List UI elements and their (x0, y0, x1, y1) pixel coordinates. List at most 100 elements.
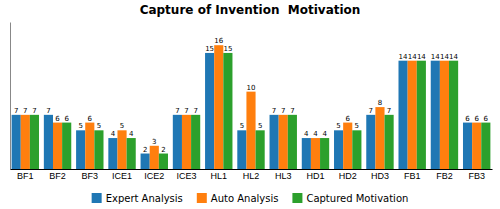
legend-swatch (92, 193, 102, 203)
legend-label: Captured Motivation (306, 193, 408, 204)
bar (76, 130, 85, 169)
x-tick-label: BF1 (17, 171, 34, 181)
data-label: 14 (408, 53, 417, 61)
data-label: 6 (55, 115, 60, 123)
bar (399, 61, 408, 169)
x-tick: FB2 (436, 171, 453, 181)
data-label: 6 (465, 115, 470, 123)
bar (463, 123, 472, 169)
bar (12, 115, 21, 169)
chart: Capture of Invention Motivation775427155… (0, 0, 500, 209)
x-tick: BF2 (49, 171, 66, 181)
title: Capture of Invention Motivation (140, 3, 361, 17)
bar (334, 130, 343, 169)
data-label: 7 (46, 107, 50, 115)
data-label: 7 (184, 107, 188, 115)
data-label: 4 (129, 130, 134, 138)
bar (449, 61, 458, 169)
bar (385, 115, 394, 169)
data-labels: 7754271557457141467665371610746814146765… (14, 37, 489, 153)
bar (431, 61, 440, 169)
bar (320, 138, 329, 169)
bar (173, 115, 182, 169)
x-tick-label: ICE2 (144, 171, 164, 181)
x-tick: BF1 (17, 171, 34, 181)
data-label: 7 (175, 107, 179, 115)
x-tick-label: HD2 (339, 171, 357, 181)
data-label: 5 (336, 122, 340, 130)
legend: Expert AnalysisAuto AnalysisCaptured Mot… (92, 193, 409, 204)
data-label: 7 (23, 107, 27, 115)
data-label: 7 (369, 107, 373, 115)
legend-item: Captured Motivation (292, 193, 408, 204)
data-label: 16 (214, 37, 223, 45)
x-tick: BF3 (82, 171, 99, 181)
bar (343, 123, 352, 169)
x-axis-line (11, 169, 493, 170)
data-label: 7 (32, 107, 36, 115)
x-tick-label: HL2 (243, 171, 260, 181)
data-label: 14 (440, 53, 449, 61)
data-label: 7 (193, 107, 197, 115)
y-axis-line (10, 23, 11, 170)
data-label: 15 (223, 45, 232, 53)
bar (311, 138, 320, 169)
bar (352, 130, 361, 169)
x-tick-label: FB2 (436, 171, 453, 181)
data-label: 14 (417, 53, 426, 61)
data-label: 4 (322, 130, 327, 138)
x-tick-label: ICE3 (177, 171, 197, 181)
x-tick-label: BF3 (82, 171, 99, 181)
x-tick: HD1 (306, 171, 324, 181)
bars (12, 45, 491, 169)
data-label: 7 (281, 107, 285, 115)
data-label: 14 (431, 53, 440, 61)
bar (279, 115, 288, 169)
data-label: 8 (378, 99, 382, 107)
legend-item: Auto Analysis (197, 193, 279, 204)
bar (191, 115, 200, 169)
x-axis: BF1BF2BF3ICE1ICE2ICE3HL1HL2HL3HD1HD2HD3F… (11, 170, 493, 182)
data-label: 2 (143, 146, 147, 154)
bar (288, 115, 297, 169)
data-label: 6 (64, 115, 69, 123)
data-label: 7 (14, 107, 18, 115)
bar (256, 130, 265, 169)
bar (62, 123, 71, 169)
bar (408, 61, 417, 169)
bar (44, 115, 53, 169)
data-label: 7 (387, 107, 391, 115)
bar (440, 61, 449, 169)
plot: 7754271557457141467665371610746814146765… (11, 23, 493, 182)
x-tick: HL3 (275, 171, 292, 181)
data-label: 2 (161, 146, 165, 154)
bar (205, 53, 214, 169)
bar (21, 115, 30, 169)
bar (108, 138, 117, 169)
bar (481, 123, 490, 169)
data-label: 5 (240, 122, 244, 130)
data-label: 14 (449, 53, 458, 61)
bar (472, 123, 481, 169)
bar (214, 45, 223, 169)
bar (53, 123, 62, 169)
bar (141, 154, 150, 169)
bar (237, 130, 246, 169)
x-tick-label: FB3 (468, 171, 485, 181)
x-tick-label: FB1 (404, 171, 421, 181)
x-tick: HD2 (339, 171, 357, 181)
x-tick-label: HD1 (306, 171, 324, 181)
x-tick-label: HL3 (275, 171, 292, 181)
bar (85, 123, 94, 169)
x-tick-label: HD3 (371, 171, 389, 181)
bar (94, 130, 103, 169)
data-label: 6 (474, 115, 479, 123)
bar (302, 138, 311, 169)
x-tick-label: ICE1 (112, 171, 132, 181)
x-tick: FB3 (468, 171, 485, 181)
data-label: 4 (304, 130, 309, 138)
data-label: 6 (484, 115, 489, 123)
legend-swatch (197, 193, 207, 203)
data-label: 5 (78, 122, 82, 130)
bar (182, 115, 191, 169)
